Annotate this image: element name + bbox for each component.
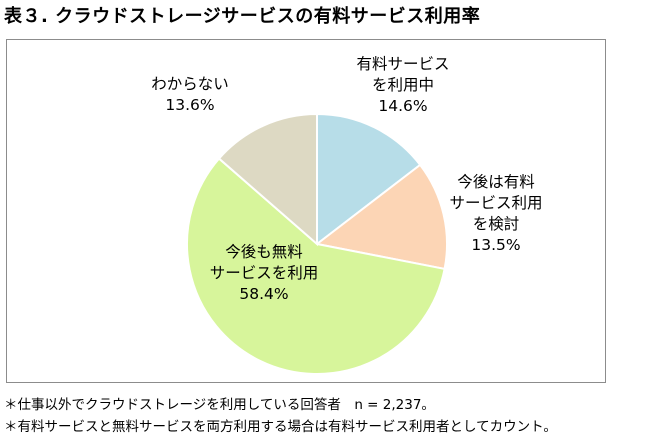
slice-label-line: サービス利用 [449,194,543,212]
slice-label-line: を利用中 [371,76,434,94]
pie-slice-paid-considering [314,163,448,271]
pie-slice-unknown [217,112,318,247]
footnote-respondents: ＊仕事以外でクラウドストレージを利用している回答者 n = 2,237。 [4,397,435,413]
chart-frame: 有料サービス を利用中 14.6% 今後は有料 サービス利用 を検討 13.5%… [6,39,606,383]
chart-title: 表３. クラウドストレージサービスの有料サービス利用率 [4,6,481,27]
slice-label-free: 今後も無料 サービスを利用 58.4% [189,242,339,305]
slice-value-label: 14.6% [378,97,428,115]
pie-slice-paid-current [316,112,422,247]
slice-value-label: 13.5% [471,236,521,254]
slice-label-line: を検討 [472,215,520,233]
footnote-counting-rule: ＊有料サービスと無料サービスを両方利用する場合は有料サービス利用者としてカウント… [4,419,557,435]
slice-value-label: 58.4% [239,285,289,303]
slice-label-paid-considering: 今後は有料 サービス利用 を検討 13.5% [431,172,561,256]
slice-label-line: 今後は有料 [457,173,535,191]
pie-chart [186,112,448,375]
slice-label-line: わからない [151,75,229,93]
slice-label-line: サービスを利用 [209,264,319,282]
slice-value-label: 13.6% [165,96,215,114]
slice-label-unknown: わからない 13.6% [135,74,245,116]
slice-label-line: 今後も無料 [225,243,303,261]
pie-slice-free [186,157,446,375]
slice-label-paid-current: 有料サービス を利用中 14.6% [343,54,463,117]
slice-label-line: 有料サービス [356,55,450,73]
